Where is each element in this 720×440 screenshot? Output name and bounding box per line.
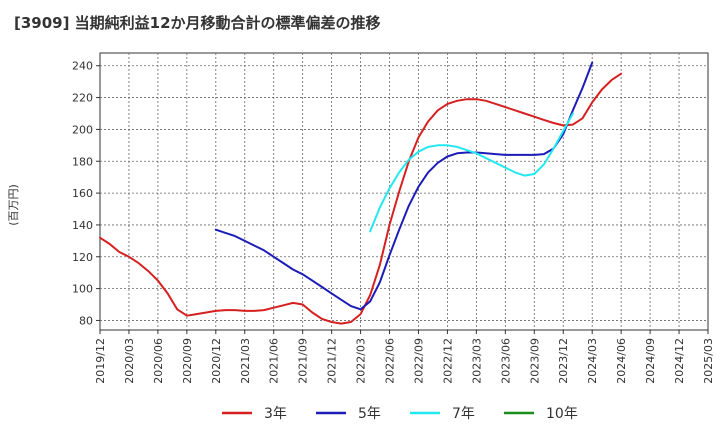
x-tick-label: 2025/03 bbox=[702, 338, 715, 384]
y-tick-label: 160 bbox=[72, 187, 93, 200]
x-tick-label: 2023/09 bbox=[528, 338, 541, 384]
x-tick-label: 2023/03 bbox=[470, 338, 483, 384]
x-tick-label: 2024/12 bbox=[673, 338, 686, 384]
y-tick-label: 100 bbox=[72, 283, 93, 296]
y-tick-label: 200 bbox=[72, 123, 93, 136]
plot-background bbox=[99, 52, 709, 331]
legend: 3年 5年 7年 10年 bbox=[222, 406, 578, 422]
x-tick-label: 2021/12 bbox=[326, 338, 339, 384]
legend-label: 3年 bbox=[264, 406, 287, 422]
x-tick-label: 2024/09 bbox=[644, 338, 657, 384]
x-tick-label: 2023/06 bbox=[499, 338, 512, 384]
legend-label: 7年 bbox=[452, 406, 475, 422]
x-tick-label: 2021/03 bbox=[239, 338, 252, 384]
x-tick-label: 2021/09 bbox=[297, 338, 310, 384]
series-line-3年 bbox=[99, 72, 623, 325]
x-tick-label: 2020/09 bbox=[181, 338, 194, 384]
y-tick-label: 220 bbox=[72, 92, 93, 105]
y-axis-ticks: 80 100 120 140 160 180 200 220 240 bbox=[72, 60, 100, 327]
legend-label: 10年 bbox=[546, 406, 578, 422]
series-line-7年 bbox=[369, 112, 574, 233]
y-tick-label: 180 bbox=[72, 155, 93, 168]
x-tick-label: 2022/09 bbox=[412, 338, 425, 384]
x-tick-label: 2022/06 bbox=[384, 338, 397, 384]
grid-lines bbox=[100, 53, 708, 330]
x-tick-label: 2021/06 bbox=[268, 338, 281, 384]
legend-label: 5年 bbox=[358, 406, 381, 422]
x-tick-label: 2020/12 bbox=[210, 338, 223, 384]
x-tick-label: 2019/12 bbox=[94, 338, 107, 384]
chart-title: [3909] 当期純利益12か月移動合計の標準偏差の推移 bbox=[14, 14, 381, 32]
y-tick-label: 80 bbox=[79, 314, 93, 327]
x-tick-label: 2020/06 bbox=[152, 338, 165, 384]
x-tick-label: 2022/03 bbox=[355, 338, 368, 384]
x-tick-label: 2020/03 bbox=[123, 338, 136, 384]
x-tick-label: 2024/06 bbox=[615, 338, 628, 384]
x-tick-label: 2022/12 bbox=[441, 338, 454, 384]
y-tick-label: 240 bbox=[72, 60, 93, 73]
x-tick-label: 2023/12 bbox=[557, 338, 570, 384]
x-tick-label: 2024/03 bbox=[586, 338, 599, 384]
y-tick-label: 140 bbox=[72, 219, 93, 232]
y-tick-label: 120 bbox=[72, 251, 93, 264]
series-lines bbox=[99, 61, 623, 325]
series-line-5年 bbox=[214, 61, 594, 311]
x-axis-ticks: 2019/12 2020/03 2020/06 2020/09 2020/12 2021/… bbox=[94, 330, 715, 384]
y-axis-label: (百万円) bbox=[7, 184, 20, 226]
